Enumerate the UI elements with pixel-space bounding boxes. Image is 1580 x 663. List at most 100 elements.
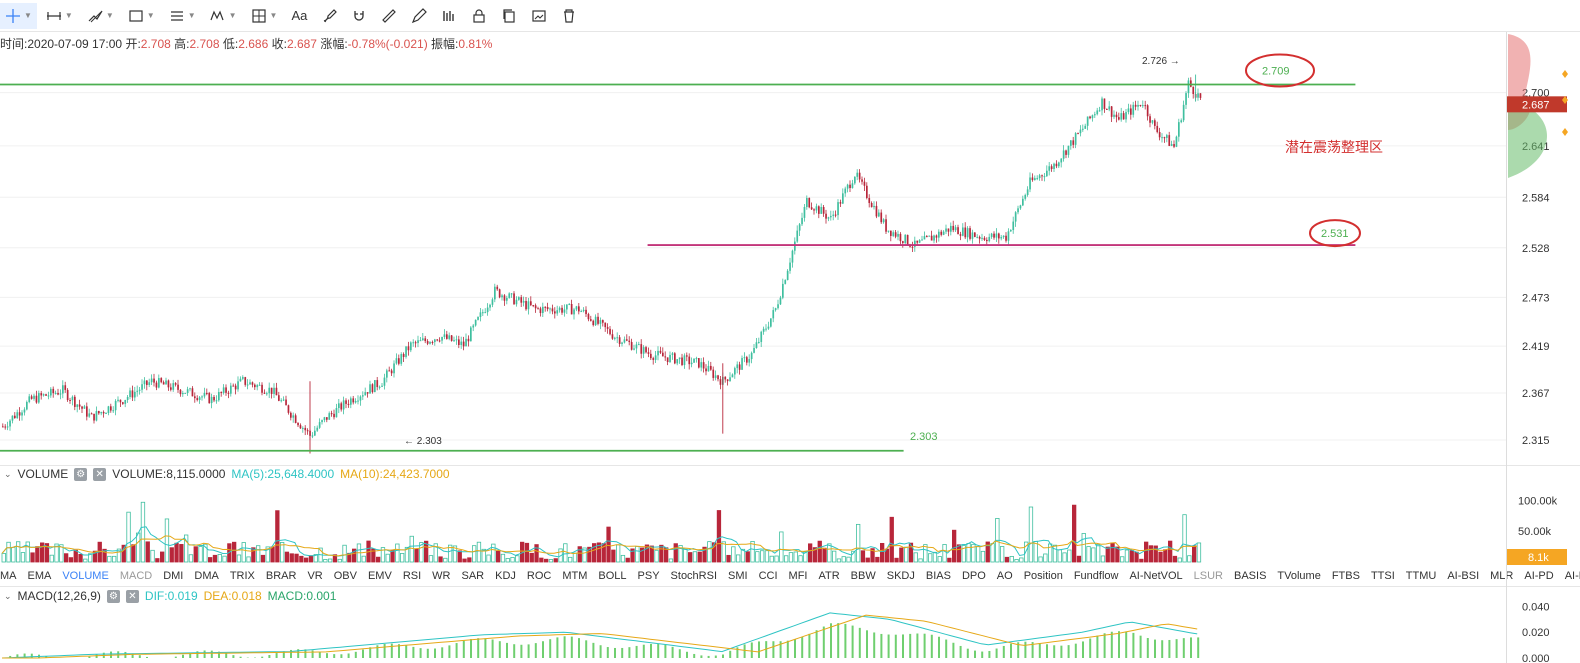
tab-emv[interactable]: EMV xyxy=(367,570,392,582)
alert-marker-icon[interactable] xyxy=(1562,96,1568,104)
channel-tool[interactable]: ▼ xyxy=(164,3,201,29)
tab-atr[interactable]: ATR xyxy=(818,570,840,582)
tab-mlr[interactable]: MLR xyxy=(1490,570,1514,582)
alert-marker-icon[interactable] xyxy=(1562,128,1568,136)
volume-ma10: MA(10):24,423.7000 xyxy=(340,467,450,481)
tab-ttmu[interactable]: TTMU xyxy=(1405,570,1437,582)
price-volume-divider[interactable] xyxy=(0,465,1580,466)
pencil-tool[interactable] xyxy=(406,3,432,29)
candle-body xyxy=(1158,132,1161,138)
candle-body xyxy=(311,435,314,437)
tab-ai-bsi[interactable]: AI-BSI xyxy=(1447,570,1480,582)
ruler-tool[interactable] xyxy=(376,3,402,29)
tab-smi[interactable]: SMI xyxy=(728,570,748,582)
volume-macd-divider[interactable] xyxy=(0,586,1580,587)
tab-ai-fdi[interactable]: AI-FDI xyxy=(1564,570,1580,582)
candle-body xyxy=(275,387,278,396)
tab-macd[interactable]: MACD xyxy=(119,570,153,582)
tab-lsur[interactable]: LSUR xyxy=(1193,570,1223,582)
tab-boll[interactable]: BOLL xyxy=(598,570,627,582)
macd-dif: DIF:0.019 xyxy=(144,589,198,603)
tab-wr[interactable]: WR xyxy=(432,570,451,582)
crosshair-tool[interactable]: ▼ xyxy=(0,2,37,29)
close-icon[interactable]: ✕ xyxy=(125,589,139,603)
macd-histogram-bar xyxy=(131,653,134,658)
price-axis[interactable] xyxy=(1506,32,1580,663)
text-tool[interactable]: Aa xyxy=(286,3,312,29)
tab-kdj[interactable]: KDJ xyxy=(495,570,516,582)
tab-trix[interactable]: TRIX xyxy=(229,570,255,582)
tab-mtm[interactable]: MTM xyxy=(562,570,588,582)
tab-ma[interactable]: MA xyxy=(0,570,17,582)
collapse-icon[interactable]: ⌄ xyxy=(4,468,12,479)
volume-bar xyxy=(1129,550,1134,563)
tab-psy[interactable]: PSY xyxy=(637,570,660,582)
tab-position[interactable]: Position xyxy=(1023,570,1063,582)
candle-body xyxy=(412,342,415,344)
image-tool[interactable] xyxy=(526,3,552,29)
volume-value: VOLUME:8,115.0000 xyxy=(112,467,226,481)
rectangle-tool[interactable]: ▼ xyxy=(123,3,160,29)
tab-vr[interactable]: VR xyxy=(307,570,323,582)
tab-obv[interactable]: OBV xyxy=(333,570,357,582)
settings-icon[interactable]: ⚙ xyxy=(106,589,120,603)
settings-icon[interactable]: ⚙ xyxy=(74,467,88,481)
tab-cci[interactable]: CCI xyxy=(758,570,778,582)
candle-body xyxy=(1038,175,1041,179)
volume-bar xyxy=(1182,514,1187,563)
tab-fundflow[interactable]: Fundflow xyxy=(1073,570,1119,582)
tab-roc[interactable]: ROC xyxy=(526,570,552,582)
tab-sar[interactable]: SAR xyxy=(461,570,485,582)
magnet-tool[interactable] xyxy=(346,3,372,29)
tab-bbw[interactable]: BBW xyxy=(850,570,876,582)
tab-stochrsi[interactable]: StochRSI xyxy=(670,570,718,582)
candle-body xyxy=(441,336,443,341)
tab-basis[interactable]: BASIS xyxy=(1234,570,1267,582)
tab-ai-pd[interactable]: AI-PD xyxy=(1524,570,1554,582)
tab-rsi[interactable]: RSI xyxy=(402,570,422,582)
tab-ttsi[interactable]: TTSI xyxy=(1370,570,1395,582)
candle-body xyxy=(669,354,671,363)
delete-tool[interactable] xyxy=(556,3,582,29)
brush-tool[interactable] xyxy=(316,3,342,29)
candle-body xyxy=(359,396,362,401)
candle-body xyxy=(6,426,9,428)
tab-ai-netvol[interactable]: AI-NetVOL xyxy=(1129,570,1183,582)
tab-ftbs[interactable]: FTBS xyxy=(1331,570,1360,582)
volume-bar xyxy=(534,544,539,563)
candle-body xyxy=(1094,114,1096,116)
tab-ao[interactable]: AO xyxy=(996,570,1013,582)
tab-brar[interactable]: BRAR xyxy=(265,570,297,582)
collapse-icon[interactable]: ⌄ xyxy=(4,590,12,601)
candle-body xyxy=(23,409,26,413)
tab-ema[interactable]: EMA xyxy=(27,570,52,582)
wave-tool[interactable]: ▼ xyxy=(205,3,242,29)
close-icon[interactable]: ✕ xyxy=(93,467,107,481)
macd-histogram-bar xyxy=(1096,635,1099,658)
copy-tool[interactable] xyxy=(496,3,522,29)
tab-dpo[interactable]: DPO xyxy=(961,570,986,582)
tab-dma[interactable]: DMA xyxy=(194,570,219,582)
tab-skdj[interactable]: SKDJ xyxy=(886,570,915,582)
candle-body xyxy=(664,356,667,358)
trend-line-tool[interactable]: ▼ xyxy=(82,3,119,29)
horizontal-line-tool[interactable]: ▼ xyxy=(41,3,78,29)
wave-icon xyxy=(210,8,226,24)
tab-bias[interactable]: BIAS xyxy=(925,570,951,582)
tab-dmi[interactable]: DMI xyxy=(163,570,184,582)
volume-bar xyxy=(961,545,966,563)
tab-volume[interactable]: VOLUME xyxy=(62,570,109,582)
tab-tvolume[interactable]: TVolume xyxy=(1277,570,1321,582)
volume-bar xyxy=(688,552,693,563)
candle-body xyxy=(400,354,403,364)
macd-histogram-bar xyxy=(1118,631,1120,658)
candle-body xyxy=(249,382,251,385)
change-label: 涨幅: xyxy=(320,37,348,51)
lock-tool[interactable] xyxy=(466,3,492,29)
alert-marker-icon[interactable] xyxy=(1562,70,1568,78)
tab-mfi[interactable]: MFI xyxy=(788,570,808,582)
bars-tool[interactable] xyxy=(436,3,462,29)
macd-title: MACD(12,26,9) xyxy=(17,589,101,603)
grid-tool[interactable]: ▼ xyxy=(246,3,283,29)
